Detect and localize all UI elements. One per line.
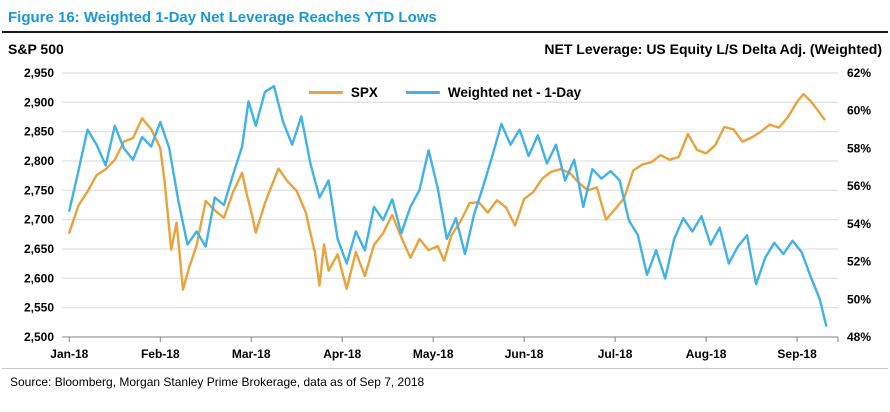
svg-text:2,800: 2,800 [24,154,54,168]
svg-text:2,850: 2,850 [24,125,54,139]
legend-item-spx: SPX [308,85,378,100]
svg-text:Apr-18: Apr-18 [323,347,361,361]
spx-line [68,92,826,291]
svg-text:60%: 60% [847,104,871,118]
source-text: Source: Bloomberg, Morgan Stanley Prime … [2,368,888,389]
right-axis-title: NET Leverage: US Equity L/S Delta Adj. (… [544,41,882,57]
left-axis-title: S&P 500 [8,41,64,57]
svg-text:2,950: 2,950 [24,66,54,80]
svg-text:Aug-18: Aug-18 [686,347,727,361]
svg-text:2,750: 2,750 [24,183,54,197]
svg-text:50%: 50% [847,292,871,306]
title-divider [2,31,888,33]
svg-text:2,550: 2,550 [24,301,54,315]
svg-text:56%: 56% [847,179,871,193]
svg-text:Sep-18: Sep-18 [777,347,817,361]
svg-text:Jul-18: Jul-18 [598,347,633,361]
svg-text:Feb-18: Feb-18 [141,347,180,361]
spx-line-swatch [308,91,343,94]
chart-area: 2,500 2,550 2,600 2,650 2,700 2,750 2,800 2,850… [0,57,890,365]
svg-text:54%: 54% [847,217,871,231]
weighted-net-legend-label: Weighted net - 1-Day [447,85,582,100]
svg-text:2,600: 2,600 [24,271,54,285]
svg-text:Jun-18: Jun-18 [505,347,544,361]
legend: SPX Weighted net - 1-Day [308,85,582,100]
svg-text:May-18: May-18 [413,347,454,361]
svg-text:48%: 48% [847,330,871,344]
svg-text:2,500: 2,500 [24,330,54,344]
svg-text:58%: 58% [847,141,871,155]
svg-text:Mar-18: Mar-18 [232,347,271,361]
svg-text:2,700: 2,700 [24,213,54,227]
chart-canvas: 2,500 2,550 2,600 2,650 2,700 2,750 2,800 2,850… [24,66,871,361]
weighted-net-line [68,85,828,327]
axis-header-row: S&P 500 NET Leverage: US Equity L/S Delt… [0,33,890,57]
spx-legend-label: SPX [350,85,378,100]
svg-text:2,650: 2,650 [24,242,54,256]
weighted-net-line-swatch [405,91,440,94]
svg-text:2,900: 2,900 [24,95,54,109]
legend-item-weighted-net: Weighted net - 1-Day [405,85,582,100]
svg-text:62%: 62% [847,66,871,80]
figure-title: Figure 16: Weighted 1-Day Net Leverage R… [8,9,437,26]
svg-text:52%: 52% [847,255,871,269]
svg-text:Jan-18: Jan-18 [50,347,88,361]
